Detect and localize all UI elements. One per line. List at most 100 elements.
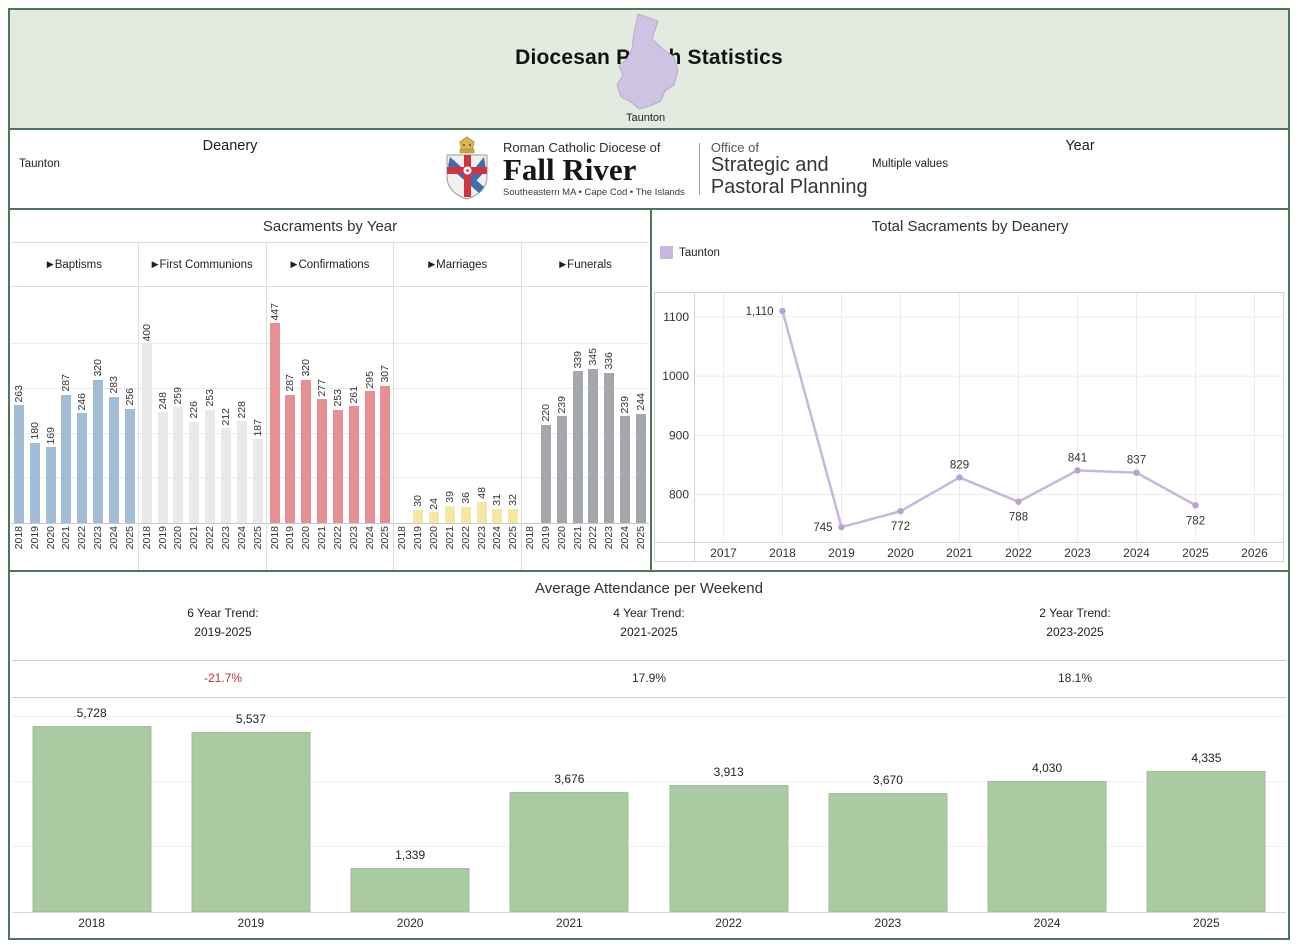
bar-attendance-2020[interactable] xyxy=(350,868,470,912)
data-point-2023[interactable] xyxy=(1074,467,1081,474)
x-axis-label: 2023 xyxy=(874,916,902,930)
x-axis-cell: 2023 xyxy=(601,524,617,570)
attendance-x-axis: 2018 2019 2020 2021 2022 2023 2024 2025 xyxy=(12,916,1286,936)
sacrament-group-toggle-confirmations[interactable]: ▶ Confirmations xyxy=(266,243,394,287)
sacrament-group-toggle-baptisms[interactable]: ▶ Baptisms xyxy=(11,243,138,287)
x-tick-label: 2018 xyxy=(769,546,796,560)
bar-funerals-2025[interactable] xyxy=(636,413,647,523)
sacrament-group-toggle-marriages[interactable]: ▶ Marriages xyxy=(394,243,522,287)
data-point-2019[interactable] xyxy=(838,523,845,531)
gridline xyxy=(394,477,522,479)
x-tick-label: 2019 xyxy=(828,546,855,560)
bar-attendance-2018[interactable] xyxy=(32,725,152,912)
bar-cell: 400 xyxy=(139,287,155,523)
bar-first-communions-2023[interactable] xyxy=(220,428,231,523)
bar-value-label: 30 xyxy=(412,494,425,507)
bar-baptisms-2025[interactable] xyxy=(124,408,135,523)
bar-attendance-2019[interactable] xyxy=(191,731,311,912)
bar-attendance-2022[interactable] xyxy=(669,784,789,912)
data-point-2022[interactable] xyxy=(1015,498,1022,505)
bar-baptisms-2020[interactable] xyxy=(45,447,56,523)
bar-confirmations-2025[interactable] xyxy=(380,385,391,523)
bar-confirmations-2023[interactable] xyxy=(348,406,359,523)
bar-cell: 3,670 xyxy=(808,700,967,912)
bar-marriages-2025[interactable] xyxy=(508,508,519,523)
bar-first-communions-2024[interactable] xyxy=(236,421,247,523)
bar-confirmations-2018[interactable] xyxy=(269,323,280,523)
bar-marriages-2021[interactable] xyxy=(444,505,455,523)
bar-confirmations-2020[interactable] xyxy=(301,379,312,523)
bar-baptisms-2024[interactable] xyxy=(108,396,119,523)
x-axis-cell: 2023 xyxy=(474,524,490,570)
bar-baptisms-2021[interactable] xyxy=(61,394,72,523)
bar-marriages-2019[interactable] xyxy=(413,509,424,523)
bar-baptisms-2019[interactable] xyxy=(29,442,40,523)
bar-funerals-2020[interactable] xyxy=(556,416,567,523)
deanery-filter-value[interactable]: Taunton xyxy=(19,158,60,170)
bar-cell: 3,913 xyxy=(649,700,808,912)
bar-funerals-2019[interactable] xyxy=(540,424,551,523)
bar-cell: 48 xyxy=(474,287,490,523)
x-axis-cell: 2018 xyxy=(394,524,410,570)
x-axis-label: 2022 xyxy=(331,526,344,550)
bar-funerals-2022[interactable] xyxy=(588,368,599,523)
bar-confirmations-2024[interactable] xyxy=(364,391,375,523)
x-tick-label: 2026 xyxy=(1241,546,1268,560)
bar-attendance-2021[interactable] xyxy=(509,792,629,912)
bar-attendance-2023[interactable] xyxy=(828,792,948,912)
bar-marriages-2022[interactable] xyxy=(460,506,471,523)
bar-confirmations-2019[interactable] xyxy=(285,394,296,523)
bar-value-label: 345 xyxy=(587,348,600,366)
bar-first-communions-2025[interactable] xyxy=(252,439,263,523)
x-axis-label: 2020 xyxy=(300,526,313,550)
bar-baptisms-2018[interactable] xyxy=(13,405,24,523)
data-point-2025[interactable] xyxy=(1192,502,1199,509)
bar-marriages-2024[interactable] xyxy=(492,509,503,523)
bar-funerals-2021[interactable] xyxy=(572,371,583,523)
bar-first-communions-2018[interactable] xyxy=(141,344,152,523)
data-point-2024[interactable] xyxy=(1133,469,1140,476)
x-axis-label: 2021 xyxy=(443,526,456,550)
bar-marriages-2023[interactable] xyxy=(476,501,487,523)
bar-value-label: 320 xyxy=(92,359,105,377)
bar-value-label: 169 xyxy=(44,426,57,445)
bar-baptisms-2023[interactable] xyxy=(93,379,104,523)
bar-cell: 36 xyxy=(458,287,474,523)
totals-panel: Total Sacraments by Deanery Taunton 2017… xyxy=(652,210,1288,570)
sacrament-group-toggle-first-communions[interactable]: ▶ First Communions xyxy=(138,243,266,287)
gridline xyxy=(11,387,138,389)
sacrament-chart-marriages: 30 24 39 36 48 31 32 xyxy=(394,287,522,524)
bar-value-label: 187 xyxy=(251,418,264,437)
data-point-2020[interactable] xyxy=(897,507,904,515)
data-point-2018[interactable] xyxy=(779,307,786,315)
bar-attendance-2024[interactable] xyxy=(987,780,1107,912)
x-axis-label: 2022 xyxy=(587,526,600,550)
bar-value-label: 447 xyxy=(268,302,281,321)
sacrament-group-toggle-funerals[interactable]: ▶ Funerals xyxy=(522,243,649,287)
bar-funerals-2024[interactable] xyxy=(620,416,631,523)
bar-funerals-2023[interactable] xyxy=(604,372,615,523)
legend-item-taunton[interactable]: Taunton xyxy=(660,246,720,259)
x-axis-cell: 2020 xyxy=(554,524,570,570)
bar-cell: 39 xyxy=(442,287,458,523)
x-axis-label: 2018 xyxy=(78,916,105,930)
bar-attendance-2025[interactable] xyxy=(1146,771,1266,912)
bar-cell: 180 xyxy=(27,287,43,523)
year-filter-value[interactable]: Multiple values xyxy=(872,158,949,170)
x-axis-cell: 2024 xyxy=(617,524,633,570)
bar-first-communions-2022[interactable] xyxy=(205,409,216,523)
bar-value-label: 39 xyxy=(443,490,456,503)
bar-cell: 246 xyxy=(74,287,90,523)
bar-baptisms-2022[interactable] xyxy=(77,413,88,523)
bar-confirmations-2021[interactable] xyxy=(317,399,328,523)
bar-first-communions-2019[interactable] xyxy=(157,412,168,523)
bar-marriages-2020[interactable] xyxy=(429,512,439,523)
data-point-2021[interactable] xyxy=(956,474,963,481)
bar-first-communions-2021[interactable] xyxy=(189,421,200,523)
x-axis: 2018 2019 2020 2021 2022 2023 2024 2025 xyxy=(522,524,649,570)
bar-cell: 277 xyxy=(314,287,330,523)
bar-first-communions-2020[interactable] xyxy=(173,407,184,523)
bar-confirmations-2022[interactable] xyxy=(332,409,343,523)
bar-cell: 5,537 xyxy=(171,700,330,912)
map-region-taunton[interactable] xyxy=(616,13,679,110)
